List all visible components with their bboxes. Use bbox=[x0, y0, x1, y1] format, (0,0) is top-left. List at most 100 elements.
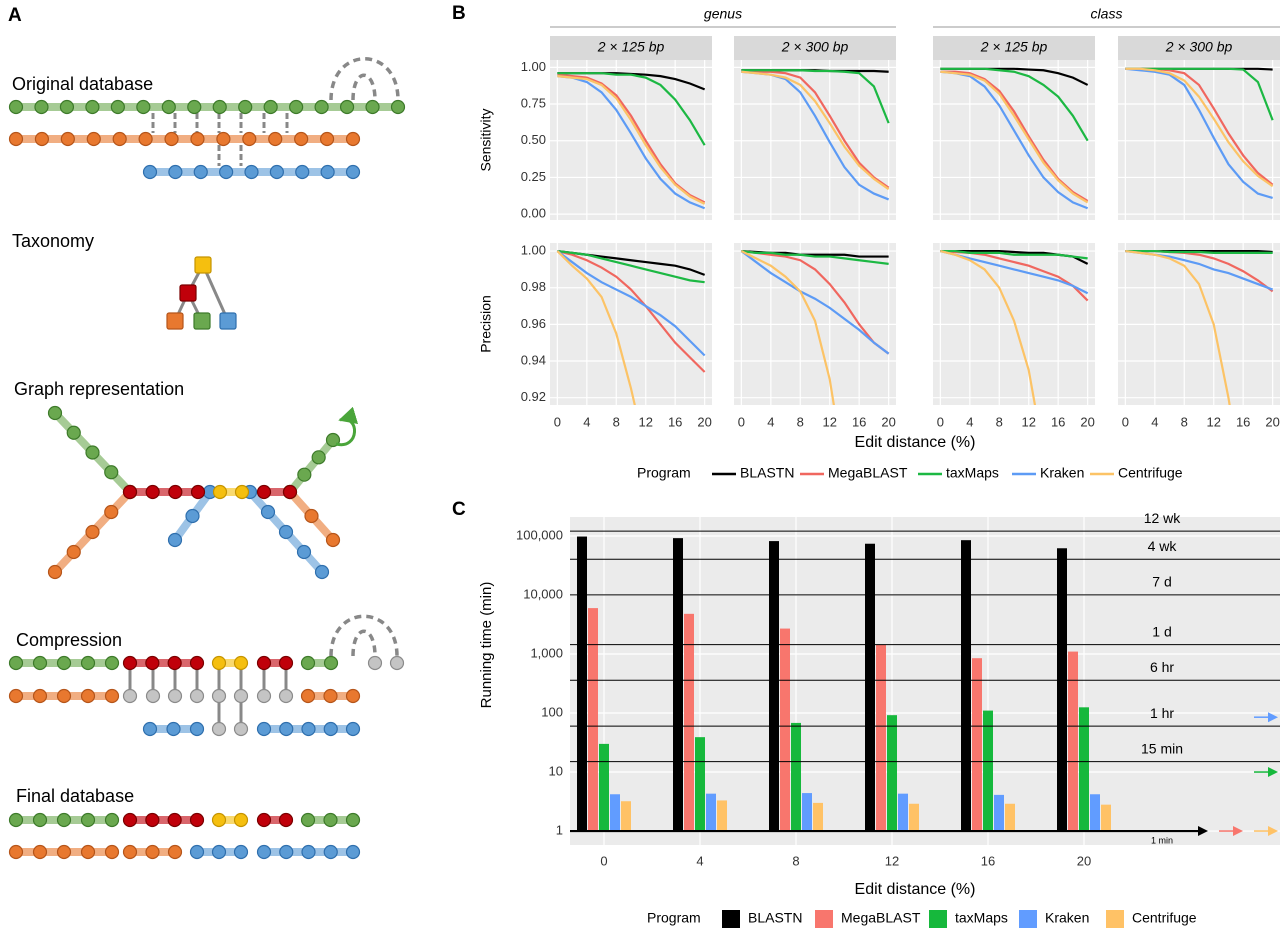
node bbox=[122, 655, 138, 671]
node bbox=[59, 99, 75, 115]
taxon bbox=[179, 284, 197, 302]
node bbox=[60, 131, 75, 147]
series-line bbox=[940, 249, 1088, 260]
x-tick-label: 0 bbox=[937, 414, 944, 429]
legend-label: Centrifuge bbox=[1118, 465, 1183, 481]
node bbox=[104, 688, 120, 704]
x-tick-label: 20 bbox=[1265, 414, 1279, 429]
node bbox=[80, 655, 96, 671]
arrow-head bbox=[1198, 826, 1208, 837]
node bbox=[367, 655, 383, 671]
bar bbox=[1068, 651, 1078, 832]
node bbox=[319, 131, 335, 147]
node bbox=[279, 844, 294, 860]
y-tick-label: 0.92 bbox=[521, 389, 546, 404]
bar bbox=[972, 658, 982, 832]
taxon bbox=[166, 312, 184, 330]
bar bbox=[1079, 707, 1089, 832]
node bbox=[323, 721, 338, 737]
repeat-arc bbox=[329, 57, 400, 101]
node bbox=[211, 812, 227, 828]
x-tick-label: 16 bbox=[981, 853, 995, 868]
node bbox=[211, 844, 227, 860]
arrow-head bbox=[1268, 767, 1278, 778]
series-line bbox=[741, 69, 890, 124]
x-tick-label: 8 bbox=[1181, 414, 1188, 429]
node bbox=[80, 812, 96, 828]
node bbox=[301, 721, 316, 737]
x-tick-label: 8 bbox=[613, 414, 620, 429]
arrow-head bbox=[1233, 826, 1243, 837]
bar bbox=[706, 793, 716, 832]
diagram-label: Compression bbox=[16, 630, 122, 650]
series-line bbox=[1125, 249, 1273, 254]
y-tick-label: 100 bbox=[541, 704, 563, 719]
reference-label: 15 min bbox=[1141, 740, 1183, 756]
node bbox=[161, 99, 176, 115]
legend-label: taxMaps bbox=[946, 465, 999, 481]
series-line bbox=[557, 75, 706, 210]
series-line bbox=[557, 249, 705, 284]
bar bbox=[898, 793, 908, 832]
node bbox=[32, 844, 48, 860]
x-tick-label: 16 bbox=[1236, 414, 1250, 429]
series-line bbox=[741, 249, 890, 355]
reference-label: 6 hr bbox=[1150, 659, 1174, 675]
x-tick-label: 16 bbox=[1051, 414, 1065, 429]
node bbox=[211, 688, 227, 704]
node bbox=[263, 99, 278, 115]
series-line bbox=[556, 250, 706, 357]
reference-label: 4 wk bbox=[1148, 538, 1178, 554]
strip bbox=[734, 36, 896, 60]
node bbox=[189, 812, 205, 828]
bar bbox=[1101, 804, 1111, 832]
node bbox=[345, 812, 361, 828]
y-tick-label: 1.00 bbox=[521, 243, 546, 258]
series-line bbox=[740, 250, 890, 355]
bar bbox=[695, 737, 705, 832]
x-tick-label: 16 bbox=[852, 414, 866, 429]
node bbox=[323, 844, 338, 860]
node bbox=[80, 688, 96, 704]
node bbox=[167, 655, 182, 671]
bar bbox=[621, 801, 631, 832]
node bbox=[168, 484, 183, 500]
x-tick-label: 8 bbox=[797, 414, 804, 429]
column-group-label: class bbox=[1091, 6, 1123, 22]
node bbox=[189, 844, 205, 860]
node bbox=[47, 405, 63, 421]
bar bbox=[610, 794, 620, 832]
y-tick-label: 0.98 bbox=[521, 279, 546, 294]
x-tick-label: 20 bbox=[697, 414, 711, 429]
node bbox=[323, 688, 338, 704]
node bbox=[212, 484, 228, 500]
node bbox=[32, 655, 48, 671]
legend-swatch bbox=[929, 910, 947, 928]
node bbox=[189, 721, 205, 737]
legend-title: Program bbox=[637, 465, 691, 481]
node bbox=[233, 844, 249, 860]
series-line bbox=[741, 70, 890, 191]
node bbox=[85, 99, 100, 115]
x-tick-label: 0 bbox=[554, 414, 561, 429]
node bbox=[85, 445, 100, 460]
node bbox=[56, 812, 72, 828]
legend-swatch bbox=[1019, 910, 1037, 928]
taxon bbox=[193, 312, 211, 330]
bar bbox=[599, 743, 609, 832]
bar bbox=[769, 541, 779, 832]
node bbox=[122, 844, 138, 860]
node bbox=[233, 721, 249, 737]
bar bbox=[813, 802, 823, 832]
bar bbox=[876, 644, 886, 832]
node bbox=[242, 131, 257, 147]
repeat-arc bbox=[351, 73, 377, 101]
panel-background bbox=[734, 60, 896, 220]
bar bbox=[588, 608, 598, 832]
reference-label: 1 hr bbox=[1150, 705, 1174, 721]
node bbox=[297, 467, 312, 482]
node bbox=[269, 164, 284, 180]
node bbox=[122, 688, 138, 704]
legend-swatch bbox=[1106, 910, 1124, 928]
